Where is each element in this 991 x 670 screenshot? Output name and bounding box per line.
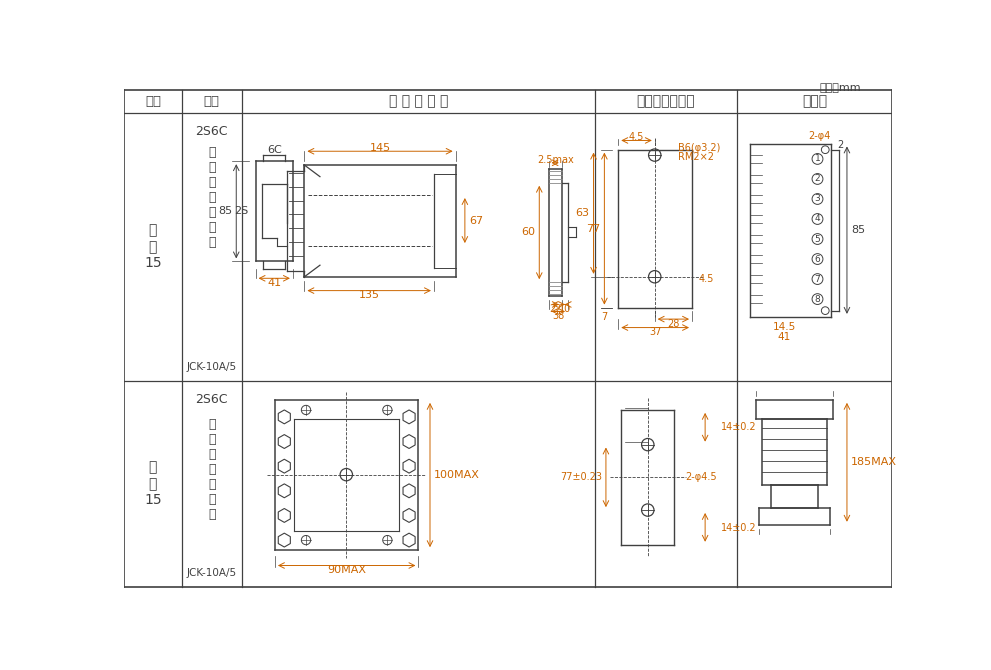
Text: 附
图
15: 附 图 15 [144, 461, 162, 507]
Text: 22: 22 [549, 304, 562, 314]
Text: 2S: 2S [235, 206, 249, 216]
Text: 85: 85 [218, 206, 232, 216]
Text: 38: 38 [552, 311, 565, 321]
Text: JCK-10A/5: JCK-10A/5 [186, 568, 237, 578]
Text: 6C: 6C [267, 145, 281, 155]
Text: 2.5max: 2.5max [537, 155, 574, 165]
Text: JCK-10A/5: JCK-10A/5 [186, 362, 237, 372]
Text: B6(φ3.2): B6(φ3.2) [678, 143, 720, 153]
Text: 凸
出
式
板
前
接
线: 凸 出 式 板 前 接 线 [208, 418, 216, 521]
Text: 135: 135 [359, 290, 380, 300]
Text: 41: 41 [268, 278, 281, 288]
Text: 90MAX: 90MAX [327, 565, 367, 575]
Text: 2S6C: 2S6C [195, 393, 228, 407]
Text: 4.5: 4.5 [629, 133, 644, 143]
Text: 结构: 结构 [204, 94, 220, 108]
Text: 77: 77 [587, 224, 601, 234]
Text: 凸
出
式
板
后
接
线: 凸 出 式 板 后 接 线 [208, 146, 216, 249]
Text: 单位：mm: 单位：mm [820, 84, 861, 94]
Text: 77±0.23: 77±0.23 [560, 472, 603, 482]
Text: 4: 4 [815, 214, 821, 224]
Text: 14±0.2: 14±0.2 [720, 422, 756, 432]
Text: 37: 37 [649, 327, 661, 337]
Text: 7: 7 [815, 275, 821, 283]
Text: 2: 2 [815, 174, 821, 184]
Text: 60: 60 [521, 228, 535, 237]
Text: 3: 3 [815, 194, 821, 204]
Text: 14±0.2: 14±0.2 [720, 523, 756, 533]
Text: 图号: 图号 [145, 94, 161, 108]
Text: 5: 5 [815, 234, 821, 243]
Text: 2-φ4.5: 2-φ4.5 [686, 472, 717, 482]
Text: 安装开孔尺寸图: 安装开孔尺寸图 [636, 94, 696, 108]
Text: 外 形 尺 寸 图: 外 形 尺 寸 图 [388, 94, 448, 108]
Text: 67: 67 [469, 216, 483, 226]
Text: 63: 63 [576, 208, 590, 218]
Text: 28: 28 [667, 319, 680, 329]
Text: 端子图: 端子图 [802, 94, 826, 108]
Text: 185MAX: 185MAX [851, 458, 897, 467]
Text: 85: 85 [851, 225, 865, 235]
Text: 2S6C: 2S6C [195, 125, 228, 139]
Text: 7: 7 [602, 312, 607, 322]
Text: 6: 6 [815, 255, 821, 263]
Text: 145: 145 [370, 143, 390, 153]
Text: 14.5: 14.5 [773, 322, 796, 332]
Text: 41: 41 [778, 332, 791, 342]
Text: 10: 10 [559, 304, 571, 314]
Text: 100MAX: 100MAX [434, 470, 480, 480]
Text: 2-φ4: 2-φ4 [809, 131, 831, 141]
Text: 8: 8 [815, 295, 821, 304]
Text: 4.5: 4.5 [698, 274, 714, 284]
Text: RM2×2: RM2×2 [678, 151, 714, 161]
Text: 附
图
15: 附 图 15 [144, 224, 162, 270]
Text: 1: 1 [815, 155, 821, 163]
Text: 2: 2 [837, 140, 844, 150]
